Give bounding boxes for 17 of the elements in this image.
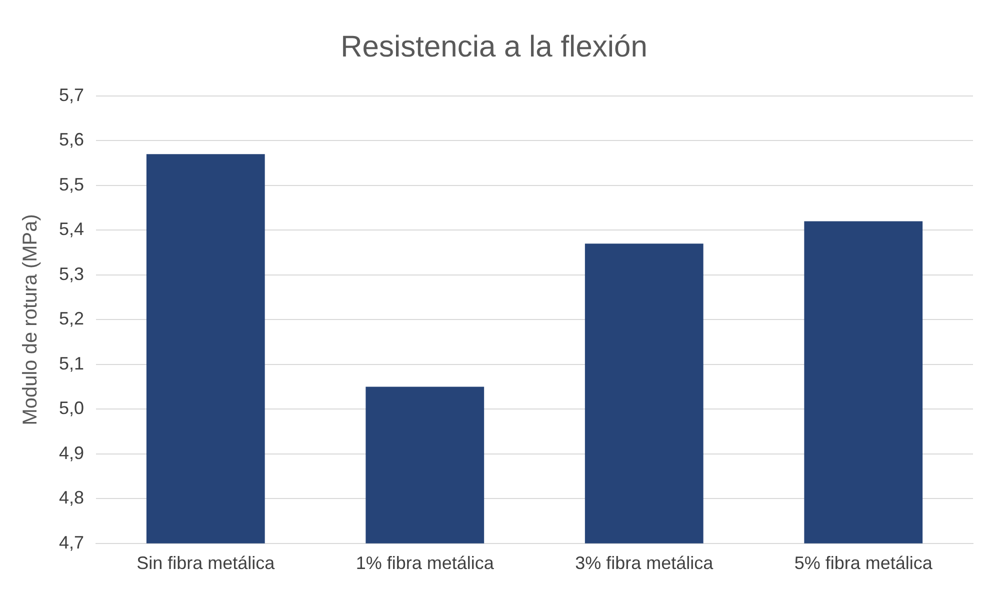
y-tick-label: 5,1	[58, 353, 84, 374]
y-axis-title: Modulo de rotura (MPa)	[20, 214, 42, 426]
y-tick-label: 5,2	[58, 308, 84, 329]
y-tick-label: 4,7	[58, 532, 84, 552]
y-tick-label: 4,9	[58, 442, 84, 463]
y-tick-label: 5,0	[58, 398, 84, 418]
chart-title: Resistencia a la flexión	[340, 30, 648, 64]
x-tick-label: 3% fibra metálica	[575, 553, 714, 574]
x-tick-label: Sin fibra metálica	[136, 553, 276, 574]
y-tick-label: 5,3	[58, 264, 84, 284]
y-tick-label: 4,8	[58, 488, 84, 508]
y-tick-label: 5,7	[58, 84, 84, 105]
x-tick-label: 1% fibra metálica	[356, 553, 495, 574]
y-tick-label: 5,5	[58, 174, 84, 194]
y-tick-label: 5,4	[58, 219, 84, 240]
x-tick-label: 5% fibra metálica	[794, 553, 934, 574]
y-tick-label: 5,6	[58, 130, 84, 150]
